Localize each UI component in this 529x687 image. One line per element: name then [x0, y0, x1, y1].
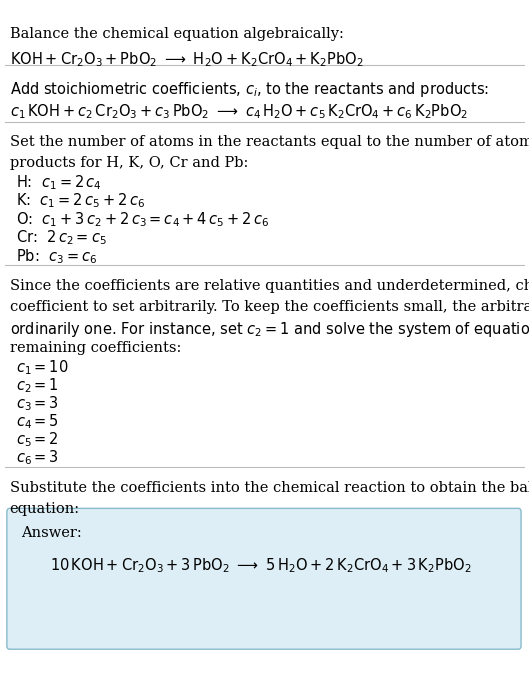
Text: products for H, K, O, Cr and Pb:: products for H, K, O, Cr and Pb: — [10, 156, 248, 170]
Text: $c_5 = 2$: $c_5 = 2$ — [16, 430, 59, 449]
Text: equation:: equation: — [10, 502, 80, 515]
Text: $c_2 = 1$: $c_2 = 1$ — [16, 376, 59, 395]
FancyBboxPatch shape — [7, 508, 521, 649]
Text: Since the coefficients are relative quantities and underdetermined, choose a: Since the coefficients are relative quan… — [10, 279, 529, 293]
Text: $c_3 = 3$: $c_3 = 3$ — [16, 394, 59, 413]
Text: H:  $c_1 = 2\,c_4$: H: $c_1 = 2\,c_4$ — [16, 173, 102, 192]
Text: Cr:  $2\,c_2 = c_5$: Cr: $2\,c_2 = c_5$ — [16, 229, 107, 247]
Text: K:  $c_1 = 2\,c_5 + 2\,c_6$: K: $c_1 = 2\,c_5 + 2\,c_6$ — [16, 192, 145, 210]
Text: $c_6 = 3$: $c_6 = 3$ — [16, 448, 59, 466]
Text: Substitute the coefficients into the chemical reaction to obtain the balanced: Substitute the coefficients into the che… — [10, 481, 529, 495]
Text: O:  $c_1 + 3\,c_2 + 2\,c_3 = c_4 + 4\,c_5 + 2\,c_6$: O: $c_1 + 3\,c_2 + 2\,c_3 = c_4 + 4\,c_5… — [16, 210, 269, 229]
Text: $\mathrm{KOH + Cr_2O_3 + PbO_2 \ \longrightarrow \ H_2O + K_2CrO_4 + K_2PbO_2}$: $\mathrm{KOH + Cr_2O_3 + PbO_2 \ \longri… — [10, 50, 363, 69]
Text: Add stoichiometric coefficients, $c_i$, to the reactants and products:: Add stoichiometric coefficients, $c_i$, … — [10, 80, 489, 99]
Text: coefficient to set arbitrarily. To keep the coefficients small, the arbitrary va: coefficient to set arbitrarily. To keep … — [10, 300, 529, 313]
Text: $c_1 = 10$: $c_1 = 10$ — [16, 359, 69, 377]
Text: ordinarily one. For instance, set $c_2 = 1$ and solve the system of equations fo: ordinarily one. For instance, set $c_2 =… — [10, 320, 529, 339]
Text: Answer:: Answer: — [21, 526, 82, 539]
Text: $10\,\mathrm{KOH} + \mathrm{Cr_2O_3} + 3\,\mathrm{PbO_2} \ \longrightarrow \ 5\,: $10\,\mathrm{KOH} + \mathrm{Cr_2O_3} + 3… — [50, 556, 472, 575]
Text: $c_4 = 5$: $c_4 = 5$ — [16, 412, 59, 431]
Text: Balance the chemical equation algebraically:: Balance the chemical equation algebraica… — [10, 27, 343, 41]
Text: Set the number of atoms in the reactants equal to the number of atoms in the: Set the number of atoms in the reactants… — [10, 135, 529, 149]
Text: Pb:  $c_3 = c_6$: Pb: $c_3 = c_6$ — [16, 247, 97, 266]
Text: $c_1\,\mathrm{KOH} + c_2\,\mathrm{Cr_2O_3} + c_3\,\mathrm{PbO_2} \ \longrightarr: $c_1\,\mathrm{KOH} + c_2\,\mathrm{Cr_2O_… — [10, 102, 468, 121]
Text: remaining coefficients:: remaining coefficients: — [10, 341, 181, 354]
